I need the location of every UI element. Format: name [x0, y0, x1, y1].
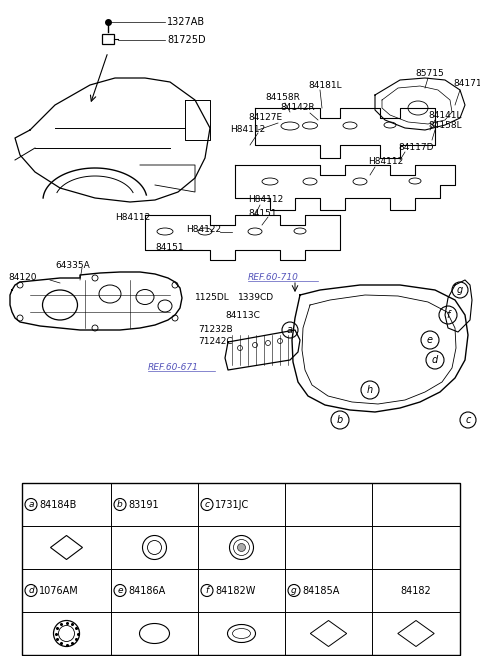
- Text: 84182W: 84182W: [215, 586, 255, 596]
- Text: 84182: 84182: [401, 586, 432, 596]
- Text: 84158L: 84158L: [428, 121, 462, 131]
- Text: H84122: H84122: [186, 226, 221, 234]
- Text: a: a: [287, 325, 293, 335]
- Text: c: c: [465, 415, 471, 425]
- Text: H84112: H84112: [115, 213, 150, 222]
- Text: 1125DL: 1125DL: [195, 293, 230, 302]
- Text: 83191: 83191: [128, 499, 158, 510]
- Circle shape: [238, 544, 245, 552]
- Text: 84158R: 84158R: [265, 94, 300, 102]
- Text: e: e: [117, 586, 123, 595]
- Text: 71242C: 71242C: [198, 337, 233, 346]
- Text: b: b: [337, 415, 343, 425]
- Text: 81725D: 81725D: [167, 35, 205, 45]
- Text: 84151: 84151: [155, 243, 184, 251]
- Text: c: c: [204, 500, 209, 509]
- Text: H84112: H84112: [248, 195, 283, 205]
- Text: g: g: [291, 586, 297, 595]
- Text: REF.60-710: REF.60-710: [248, 274, 299, 283]
- Text: 84181L: 84181L: [308, 81, 342, 89]
- Text: d: d: [432, 355, 438, 365]
- Text: h: h: [367, 385, 373, 395]
- Text: 85715: 85715: [415, 68, 444, 77]
- Text: a: a: [28, 500, 34, 509]
- Text: 84127E: 84127E: [248, 113, 282, 123]
- Text: g: g: [457, 285, 463, 295]
- Text: 1076AM: 1076AM: [39, 586, 79, 596]
- Text: e: e: [427, 335, 433, 345]
- Text: 84117D: 84117D: [398, 142, 433, 152]
- Text: f: f: [205, 586, 209, 595]
- Text: f: f: [446, 310, 450, 320]
- Text: H84112: H84112: [368, 157, 403, 167]
- Text: 1327AB: 1327AB: [167, 17, 205, 27]
- Text: d: d: [28, 586, 34, 595]
- Text: 84141L: 84141L: [428, 110, 461, 119]
- Bar: [102, 34, 114, 44]
- Text: 84142R: 84142R: [280, 104, 314, 112]
- Text: REF.60-671: REF.60-671: [148, 363, 199, 373]
- Text: 64335A: 64335A: [55, 260, 90, 270]
- Text: 84186A: 84186A: [128, 586, 165, 596]
- Text: H84112: H84112: [230, 125, 265, 134]
- Text: 84171R: 84171R: [453, 79, 480, 87]
- Text: b: b: [117, 500, 123, 509]
- Text: 1339CD: 1339CD: [238, 293, 274, 302]
- Text: 84113C: 84113C: [225, 310, 260, 319]
- Text: 84184B: 84184B: [39, 499, 76, 510]
- Text: 1731JC: 1731JC: [215, 499, 249, 510]
- Text: 84185A: 84185A: [302, 586, 339, 596]
- Bar: [22, 483, 460, 655]
- Text: 84120: 84120: [8, 274, 36, 283]
- Text: 71232B: 71232B: [198, 325, 233, 335]
- Text: 84151: 84151: [248, 209, 276, 218]
